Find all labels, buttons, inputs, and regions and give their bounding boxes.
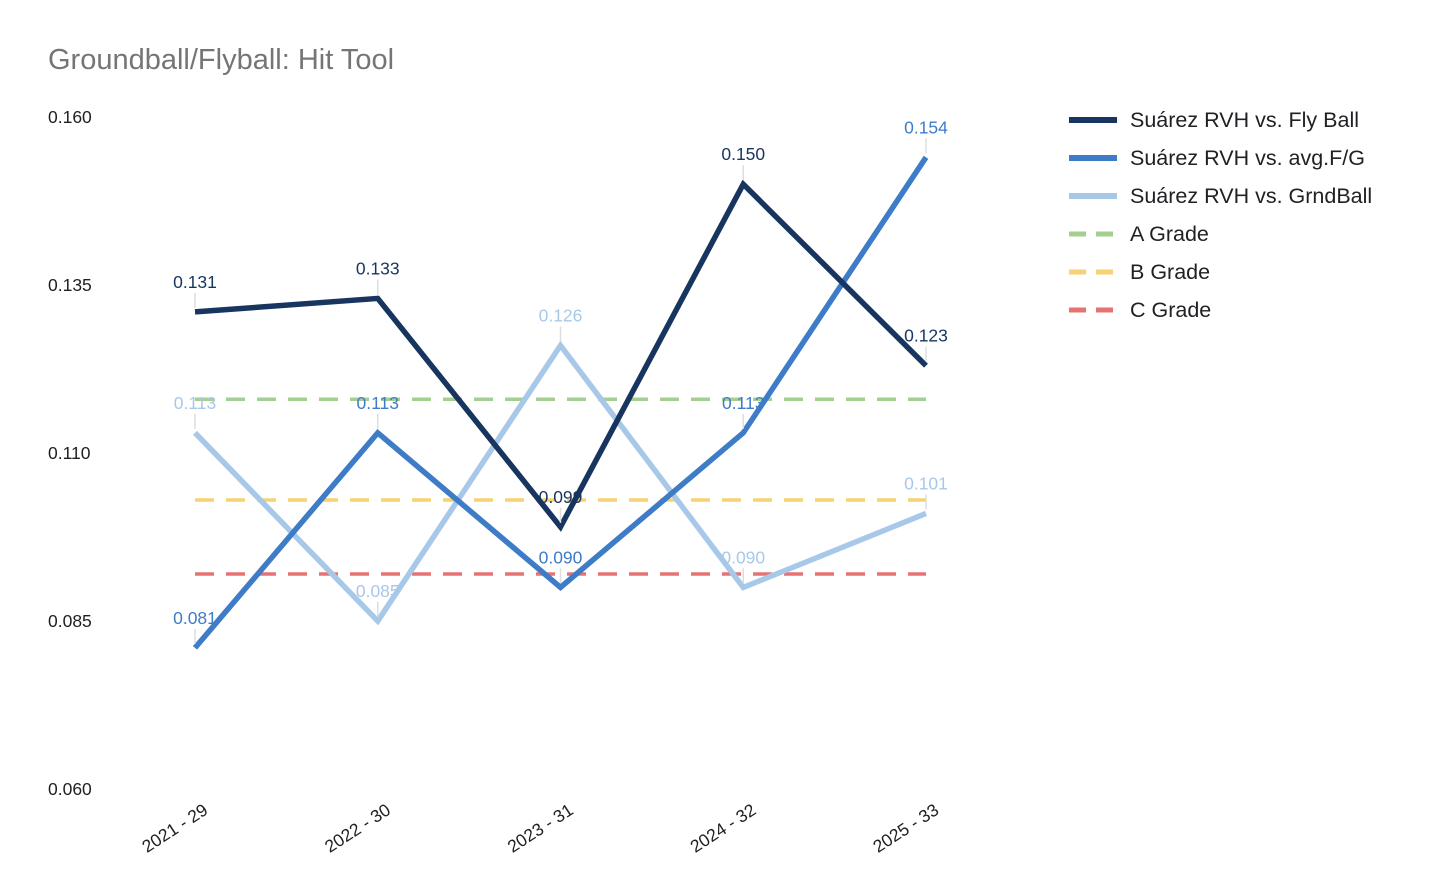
data-label-avg-fg: 0.113 — [357, 393, 400, 413]
legend-label: C Grade — [1130, 297, 1212, 322]
legend-label: Suárez RVH vs. GrndBall — [1130, 183, 1373, 208]
line-swatch-icon — [1069, 307, 1117, 313]
chart-title: Groundball/Flyball: Hit Tool — [48, 44, 395, 76]
svg-text:2022 - 30: 2022 - 30 — [321, 799, 394, 856]
data-label-avg-fg: 0.154 — [904, 117, 948, 137]
data-label-grndball: 0.085 — [356, 581, 400, 601]
legend-label: B Grade — [1130, 259, 1211, 284]
legend-label: Suárez RVH vs. Fly Ball — [1130, 107, 1360, 132]
y-tick-label: 0.110 — [48, 443, 91, 463]
line-swatch-icon — [1069, 231, 1117, 237]
line-swatch-icon — [1069, 155, 1117, 161]
y-tick-label: 0.085 — [48, 611, 92, 631]
data-label-fly-ball: 0.123 — [904, 326, 948, 346]
y-tick-label: 0.135 — [48, 275, 92, 295]
x-axis-label: 2025 - 33 — [869, 800, 942, 857]
legend: Suárez RVH vs. Fly Ball Suárez RVH vs. av… — [1069, 107, 1372, 323]
legend-item-fly-ball[interactable]: Suárez RVH vs. Fly Ball — [1069, 107, 1372, 133]
legend-item-avg-fg[interactable]: Suárez RVH vs. avg.F/G — [1069, 145, 1372, 171]
legend-item-b-grade[interactable]: B Grade — [1069, 259, 1372, 285]
series-grndball-line[interactable] — [193, 340, 928, 626]
legend-item-a-grade[interactable]: A Grade — [1069, 221, 1372, 247]
legend-label: Suárez RVH vs. avg.F/G — [1130, 145, 1365, 170]
legend-item-c-grade[interactable]: C Grade — [1069, 297, 1372, 323]
svg-text:2025 - 33: 2025 - 33 — [869, 800, 942, 857]
data-label-avg-fg: 0.113 — [722, 393, 765, 413]
svg-text:2024 - 32: 2024 - 32 — [687, 800, 760, 857]
y-tick-label: 0.160 — [48, 107, 92, 127]
data-label-fly-ball: 0.099 — [539, 487, 583, 507]
series-fly-ball-line[interactable] — [194, 179, 928, 532]
data-label-grndball: 0.113 — [174, 393, 217, 413]
y-tick-label: 0.060 — [48, 779, 92, 799]
data-label-grndball: 0.090 — [721, 547, 765, 567]
data-label-avg-fg: 0.081 — [173, 608, 217, 628]
series-avg-fg-line[interactable] — [192, 155, 929, 650]
line-swatch-icon — [1069, 117, 1117, 123]
legend-label: A Grade — [1130, 221, 1209, 246]
legend-item-grndball[interactable]: Suárez RVH vs. GrndBall — [1069, 183, 1372, 209]
data-label-fly-ball: 0.131 — [173, 272, 217, 292]
svg-text:2023 - 31: 2023 - 31 — [504, 800, 577, 857]
x-axis-label: 2024 - 32 — [687, 800, 760, 857]
x-axis-label: 2021 - 29 — [138, 800, 211, 857]
data-label-grndball: 0.101 — [904, 473, 948, 493]
svg-text:2021 - 29: 2021 - 29 — [138, 800, 211, 857]
x-axis-label: 2022 - 30 — [321, 799, 394, 856]
data-label-grndball: 0.126 — [539, 305, 583, 325]
data-label-fly-ball: 0.133 — [356, 258, 400, 278]
line-swatch-icon — [1069, 193, 1117, 199]
line-swatch-icon — [1069, 269, 1117, 275]
data-label-fly-ball: 0.150 — [721, 144, 765, 164]
data-label-avg-fg: 0.090 — [539, 547, 583, 567]
x-axis-label: 2023 - 31 — [504, 800, 577, 857]
